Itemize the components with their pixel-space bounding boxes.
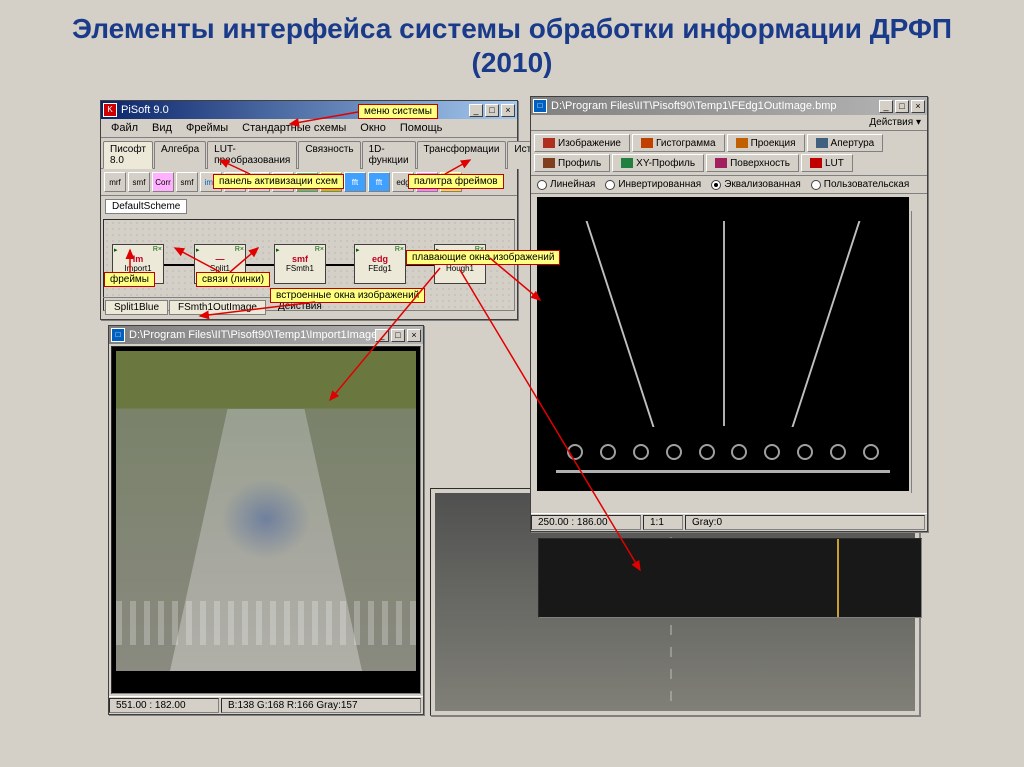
minimize-button[interactable]: _	[375, 329, 389, 342]
tab-histogram[interactable]: Гистограмма	[632, 134, 725, 152]
imgwin1-title: D:\Program Files\IIT\Pisoft90\Temp1\Impo…	[129, 329, 375, 341]
imgwin1-statusbar: 551.00 : 182.00 B:138 G:168 R:166 Gray:1…	[109, 696, 423, 714]
window-icon: □	[111, 328, 125, 342]
tool-icon[interactable]: smf	[176, 172, 198, 192]
menu-item[interactable]: Окно	[354, 121, 392, 135]
node-link[interactable]	[326, 264, 354, 266]
tab-xyprofile[interactable]: XY-Профиль	[612, 154, 704, 172]
imgwin2-actions-row: Действия ▾	[531, 115, 927, 131]
image-window-2: □ D:\Program Files\IIT\Pisoft90\Temp1\FE…	[530, 96, 928, 532]
embedded-tab[interactable]: Split1Blue	[105, 300, 168, 315]
skid-mark	[221, 479, 311, 559]
imgwin2-body	[533, 193, 925, 511]
tab[interactable]: Алгебра	[154, 141, 206, 169]
node-smooth[interactable]: ▸R× smf FSmth1	[274, 244, 326, 284]
callout-links: связи (линки)	[196, 272, 270, 287]
node-label: —	[196, 254, 244, 264]
menu-item[interactable]: Помощь	[394, 121, 449, 135]
menu-item[interactable]: Фреймы	[180, 121, 234, 135]
imgwin2-statusbar: 250.00 : 186.00 1:1 Gray:0	[531, 513, 927, 531]
tab-projection[interactable]: Проекция	[727, 134, 805, 152]
callout-floating: плавающие окна изображений	[406, 250, 560, 265]
tool-icon[interactable]: Corr	[152, 172, 174, 192]
status-coords: 551.00 : 182.00	[109, 698, 219, 713]
radio-equalized[interactable]: Эквализованная	[711, 179, 801, 190]
tab[interactable]: Трансформации	[417, 141, 507, 169]
main-menubar[interactable]: Файл Вид Фреймы Стандартные схемы Окно П…	[101, 119, 517, 138]
imgwin2-title: D:\Program Files\IIT\Pisoft90\Temp1\FEdg…	[551, 100, 879, 112]
lut-radio-row: Линейная Инвертированная Эквализованная …	[531, 176, 927, 194]
node-link[interactable]	[246, 264, 274, 266]
menu-item[interactable]: Стандартные схемы	[236, 121, 352, 135]
close-button[interactable]: ×	[407, 329, 421, 342]
tool-icon[interactable]: fft	[368, 172, 390, 192]
tab-image[interactable]: Изображение	[534, 134, 630, 152]
imgwin2-titlebar[interactable]: □ D:\Program Files\IIT\Pisoft90\Temp1\FE…	[531, 97, 927, 115]
app-icon: K	[103, 103, 117, 117]
status-zoom: 1:1	[643, 515, 683, 530]
main-tabbar[interactable]: Пиcофт 8.0 Алгебра LUT-преобразования Св…	[101, 138, 517, 169]
profile-strip	[538, 538, 922, 618]
tool-icon[interactable]: mrf	[104, 172, 126, 192]
window-icon: □	[533, 99, 547, 113]
vertical-scrollbar[interactable]	[911, 211, 925, 493]
maximize-button[interactable]: □	[895, 100, 909, 113]
tool-icon[interactable]: fft	[344, 172, 366, 192]
node-label: smf	[276, 254, 324, 264]
menu-item[interactable]: Файл	[105, 121, 144, 135]
status-color: B:138 G:168 R:166 Gray:157	[221, 698, 421, 713]
runway-image	[116, 351, 416, 671]
callout-menu: меню системы	[358, 104, 438, 119]
callout-palette: палитра фреймов	[408, 174, 504, 189]
slide-title: Элементы интерфейса системы обработки ин…	[0, 0, 1024, 87]
callout-embedded: встроенные окна изображений	[270, 288, 425, 303]
tab[interactable]: 1D-функции	[362, 141, 416, 169]
tab[interactable]: LUT-преобразования	[207, 141, 297, 169]
imgwin2-toolbar: Изображение Гистограмма Проекция Апертур…	[531, 131, 927, 176]
scheme-name[interactable]: DefaultScheme	[105, 199, 187, 214]
threshold-markers	[567, 444, 880, 462]
radio-inverted[interactable]: Инвертированная	[605, 179, 701, 190]
tab-aperture[interactable]: Апертура	[807, 134, 884, 152]
tab-surface[interactable]: Поверхность	[706, 154, 799, 172]
maximize-button[interactable]: □	[391, 329, 405, 342]
tab[interactable]: Пиcофт 8.0	[103, 141, 153, 169]
edge-image[interactable]	[537, 197, 909, 491]
tool-icon[interactable]: smf	[128, 172, 150, 192]
image-window-1: □ D:\Program Files\IIT\Pisoft90\Temp1\Im…	[108, 325, 424, 715]
node-name: FEdg1	[356, 264, 404, 273]
close-button[interactable]: ×	[911, 100, 925, 113]
close-button[interactable]: ×	[501, 104, 515, 117]
radio-linear[interactable]: Линейная	[537, 179, 595, 190]
actions-label[interactable]: Действия	[869, 117, 913, 128]
node-name: Hough1	[436, 264, 484, 273]
main-window: K PiSoft 9.0 _ □ × Файл Вид Фреймы Станд…	[100, 100, 518, 320]
minimize-button[interactable]: _	[879, 100, 893, 113]
status-coords: 250.00 : 186.00	[531, 515, 641, 530]
scheme-header: DefaultScheme	[101, 196, 517, 217]
tab-profile[interactable]: Профиль	[534, 154, 610, 172]
imgwin1-titlebar[interactable]: □ D:\Program Files\IIT\Pisoft90\Temp1\Im…	[109, 326, 423, 344]
menu-item[interactable]: Вид	[146, 121, 178, 135]
callout-panel: панель активизации схем	[213, 174, 344, 189]
embedded-tab[interactable]: FSmth1OutImage	[169, 300, 266, 315]
main-titlebar[interactable]: K PiSoft 9.0 _ □ ×	[101, 101, 517, 119]
tab-lut[interactable]: LUT	[801, 154, 853, 172]
callout-frames: фреймы	[104, 272, 155, 287]
maximize-button[interactable]: □	[485, 104, 499, 117]
node-label: Im	[114, 254, 162, 264]
node-label: edg	[356, 254, 404, 264]
tab[interactable]: Связность	[298, 141, 360, 169]
node-name: FSmth1	[276, 264, 324, 273]
minimize-button[interactable]: _	[469, 104, 483, 117]
node-edge[interactable]: ▸R× edg FEdg1	[354, 244, 406, 284]
node-link[interactable]	[164, 264, 194, 266]
status-gray: Gray:0	[685, 515, 925, 530]
screenshot-stage: K PiSoft 9.0 _ □ × Файл Вид Фреймы Станд…	[100, 100, 924, 720]
radio-custom[interactable]: Пользовательская	[811, 179, 909, 190]
imgwin1-viewport[interactable]	[111, 346, 421, 694]
